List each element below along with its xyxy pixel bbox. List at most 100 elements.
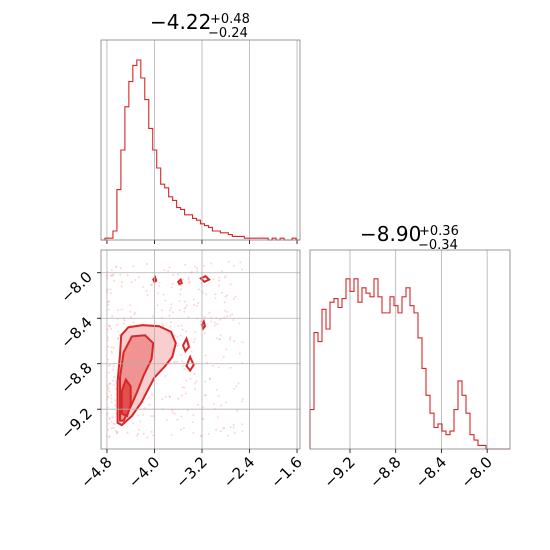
scatter-point — [108, 436, 111, 439]
x1-title: −4.22 +0.48 −0.24 — [150, 10, 250, 41]
scatter-point — [150, 393, 153, 396]
x2-hist-tick-label: −8.8 — [366, 453, 404, 491]
scatter-point — [195, 380, 198, 383]
x2-title: −8.90 +0.36 −0.34 — [360, 222, 459, 253]
scatter-point — [115, 432, 118, 435]
scatter-point — [163, 268, 166, 271]
scatter-point — [150, 283, 153, 286]
scatter-point — [107, 428, 110, 431]
scatter-point — [176, 273, 179, 276]
scatter-point — [170, 433, 173, 436]
scatter-point — [237, 382, 240, 385]
scatter-point — [120, 285, 123, 288]
scatter-point — [238, 352, 241, 355]
scatter-point — [169, 395, 172, 398]
scatter-point — [171, 282, 174, 285]
scatter-point — [182, 427, 185, 430]
scatter-point — [146, 294, 149, 297]
scatter-point — [218, 279, 221, 282]
scatter-point — [115, 265, 118, 268]
scatter-point — [195, 304, 198, 307]
scatter-point — [212, 403, 215, 406]
scatter-point — [107, 386, 110, 389]
scatter-point — [233, 432, 236, 435]
scatter-point — [179, 284, 182, 287]
x1-tick-label: −4.8 — [77, 453, 115, 491]
scatter-point — [110, 397, 113, 400]
scatter-point — [172, 274, 175, 277]
x2-tick-label: −9.2 — [57, 404, 95, 442]
scatter-point — [216, 323, 219, 326]
scatter-point — [181, 364, 184, 367]
scatter-point — [232, 426, 235, 429]
x1-histogram — [101, 59, 300, 241]
scatter-point — [194, 337, 197, 340]
scatter-point — [215, 428, 218, 431]
scatter-point — [107, 358, 110, 361]
scatter-point — [116, 323, 119, 326]
scatter-point — [231, 313, 234, 316]
scatter-point — [193, 303, 196, 306]
scatter-point — [150, 415, 153, 418]
scatter-point — [229, 283, 232, 286]
scatter-point — [225, 348, 228, 351]
scatter-point — [233, 387, 236, 390]
scatter-point — [107, 396, 110, 399]
scatter-point — [112, 384, 115, 387]
contour-island — [181, 336, 191, 354]
scatter-point — [109, 382, 112, 385]
scatter-point — [173, 361, 176, 364]
scatter-point — [187, 278, 190, 281]
scatter-point — [181, 328, 184, 331]
scatter-point — [190, 350, 193, 353]
scatter-point — [204, 393, 207, 396]
scatter-point — [114, 404, 117, 407]
scatter-point — [218, 338, 221, 341]
scatter-point — [229, 366, 232, 369]
scatter-point — [199, 434, 202, 437]
contour-island — [185, 354, 195, 373]
scatter-point — [180, 324, 183, 327]
scatter-point — [189, 377, 192, 380]
scatter-point — [158, 281, 161, 284]
scatter-point — [188, 280, 191, 283]
scatter-point — [111, 352, 114, 355]
scatter-point — [158, 284, 161, 287]
x1-x2-contour-panel: −4.8 −4.0 −3.2 −2.4 −1.6 −9.2 −8.8 −8.4 −8.0 — [57, 249, 306, 492]
scatter-point — [169, 309, 172, 312]
scatter-point — [204, 394, 207, 397]
scatter-point — [177, 325, 180, 328]
scatter-point — [204, 354, 207, 357]
scatter-point — [217, 366, 220, 369]
scatter-point — [117, 330, 120, 333]
scatter-point — [232, 340, 235, 343]
scatter-point — [176, 360, 179, 363]
scatter-point — [107, 303, 110, 306]
scatter-point — [205, 361, 208, 364]
scatter-point — [232, 297, 235, 300]
scatter-point — [229, 426, 232, 429]
scatter-point — [169, 321, 172, 324]
scatter-point — [200, 320, 203, 323]
scatter-point — [116, 430, 119, 433]
scatter-point — [119, 273, 122, 276]
scatter-point — [197, 403, 200, 406]
scatter-point — [178, 309, 181, 312]
scatter-point — [219, 430, 222, 433]
scatter-point — [108, 324, 111, 327]
scatter-point — [196, 269, 199, 272]
scatter-point — [176, 418, 179, 421]
scatter-point — [184, 392, 187, 395]
scatter-point — [173, 412, 176, 415]
scatter-point — [152, 415, 155, 418]
scatter-point — [194, 388, 197, 391]
scatter-point — [177, 397, 180, 400]
scatter-point — [107, 308, 110, 311]
scatter-point — [184, 306, 187, 309]
scatter-point — [114, 416, 117, 419]
scatter-point — [123, 322, 126, 325]
scatter-point — [227, 260, 230, 263]
scatter-point — [179, 334, 182, 337]
x1-tick-label: −1.6 — [267, 453, 305, 491]
